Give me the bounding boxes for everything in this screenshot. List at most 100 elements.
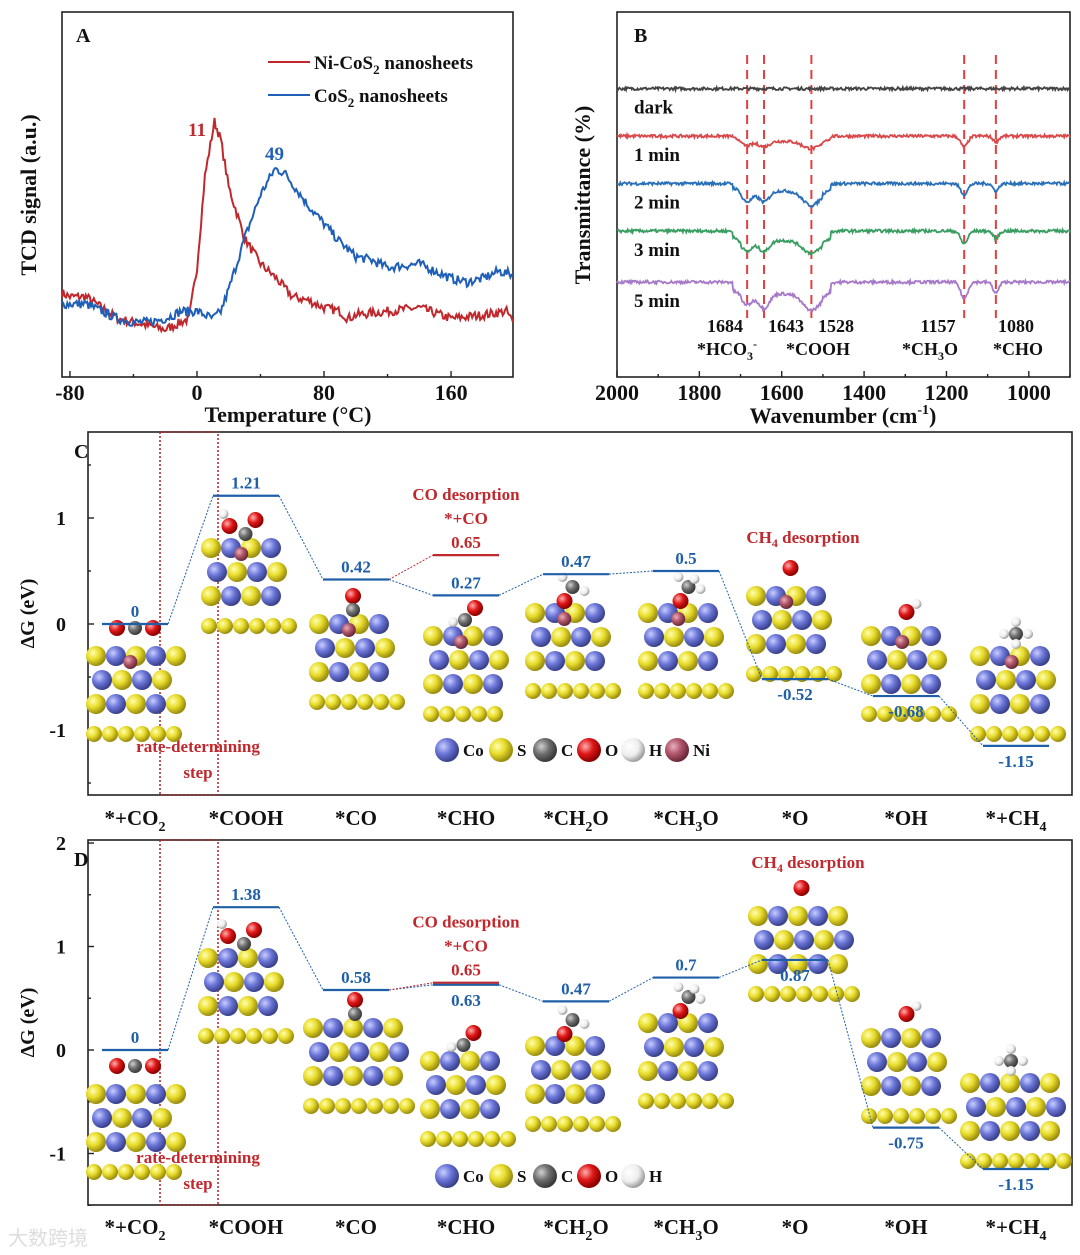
- atom-s: [423, 626, 443, 646]
- atom-co: [921, 1076, 941, 1096]
- atom-s: [126, 694, 146, 714]
- atom-co: [106, 646, 126, 666]
- atom-s: [748, 986, 764, 1002]
- atom-ni: [341, 623, 356, 637]
- species-main: *COOH: [786, 339, 850, 359]
- atom-o: [145, 620, 161, 636]
- atom-co: [531, 627, 551, 647]
- connector-line: [938, 695, 984, 747]
- atom-s: [309, 694, 325, 710]
- atom-c: [681, 580, 696, 594]
- atom-s: [678, 651, 698, 671]
- atom-co: [466, 1075, 486, 1095]
- atom-h: [448, 617, 458, 627]
- atom-s: [960, 1153, 976, 1169]
- atom-s: [678, 1061, 698, 1081]
- atom-s: [909, 1108, 925, 1124]
- atom-co: [218, 996, 238, 1016]
- atom-s: [746, 586, 766, 606]
- atom-s: [1010, 694, 1030, 714]
- atom-co: [585, 651, 605, 671]
- atom-co: [349, 1042, 369, 1062]
- structure-0: [86, 620, 186, 742]
- atom-co: [132, 1108, 152, 1128]
- atom-s: [925, 1108, 941, 1124]
- legend-atom-o-icon: [577, 738, 601, 762]
- atom-co: [658, 1013, 678, 1033]
- atom-s: [704, 627, 724, 647]
- atom-co: [1016, 670, 1036, 690]
- panel-c: C 1 0 -1 ΔG (eV) rate-determining step 0 1.21 0.4…: [17, 431, 1073, 835]
- panel-frame: [87, 839, 1073, 1206]
- atom-s: [452, 1131, 468, 1147]
- peak-value-label: 1684: [707, 316, 743, 336]
- species-sup: -: [753, 337, 757, 351]
- atom-s: [638, 683, 654, 699]
- atom-s: [86, 726, 102, 742]
- atom-s: [702, 1093, 718, 1109]
- text-sub: 2: [585, 820, 592, 835]
- atom-s: [762, 666, 778, 682]
- atom-s: [927, 1052, 947, 1072]
- atom-co: [698, 1061, 718, 1081]
- category-label: *CHO: [437, 1215, 495, 1239]
- atom-s: [638, 603, 658, 623]
- atom-s: [217, 618, 233, 634]
- atom-s: [573, 683, 589, 699]
- atom-s: [375, 638, 395, 658]
- atom-co: [766, 634, 786, 654]
- atom-s: [861, 674, 881, 694]
- x-tick-label: 160: [435, 380, 468, 405]
- panel-b-ylabel: Transmittance (%): [570, 106, 595, 285]
- atom-s: [201, 618, 217, 634]
- atom-h: [579, 1019, 590, 1029]
- atom-co: [258, 948, 278, 968]
- atom-co: [258, 996, 278, 1016]
- atom-s: [664, 1037, 684, 1057]
- text-sub: 2: [158, 820, 165, 835]
- atom-co: [106, 1132, 126, 1152]
- energy-value-label: 0.58: [341, 968, 371, 987]
- atom-s: [525, 651, 545, 671]
- species-tail: O: [944, 339, 958, 359]
- spectrum-line-1: [616, 131, 1071, 152]
- atom-s: [1008, 1153, 1024, 1169]
- atom-co: [1020, 1073, 1040, 1093]
- co-desorption-value: 0.65: [451, 533, 481, 552]
- atom-h: [911, 1001, 922, 1011]
- atom-h: [217, 919, 227, 929]
- atom-co: [92, 1108, 112, 1128]
- atom-co: [990, 694, 1010, 714]
- x-tick-label: 1200: [924, 380, 968, 405]
- atom-s: [877, 706, 893, 722]
- atom-h: [579, 586, 590, 596]
- atom-co: [684, 1037, 704, 1057]
- atom-s: [796, 986, 812, 1002]
- structure-1: [201, 509, 297, 634]
- atom-ni: [779, 595, 794, 609]
- atom-s: [423, 674, 443, 694]
- atom-ni: [234, 547, 249, 561]
- atom-s: [704, 1037, 724, 1057]
- atom-s: [1036, 670, 1056, 690]
- category-label: *OH: [884, 806, 927, 830]
- atom-co: [429, 650, 449, 670]
- atom-s: [654, 1093, 670, 1109]
- panel-label: D: [74, 849, 88, 871]
- atom-s: [927, 650, 947, 670]
- atom-s: [1026, 1097, 1046, 1117]
- category-label: *CH3O: [653, 806, 718, 835]
- atom-co: [531, 1060, 551, 1080]
- energy-value-label: 0.27: [451, 573, 481, 592]
- category-label: *CH2O: [543, 1215, 608, 1244]
- atom-co: [658, 1061, 678, 1081]
- atom-co: [881, 1076, 901, 1096]
- text-sub: 4: [777, 861, 783, 875]
- panel-a-label: A: [76, 25, 91, 47]
- atom-c: [346, 603, 360, 617]
- structure-3: [423, 600, 509, 722]
- x-tick-label: 0: [191, 380, 202, 405]
- atom-s: [1000, 1073, 1020, 1093]
- x-tick-label: 2000: [595, 380, 639, 405]
- atom-co: [355, 638, 375, 658]
